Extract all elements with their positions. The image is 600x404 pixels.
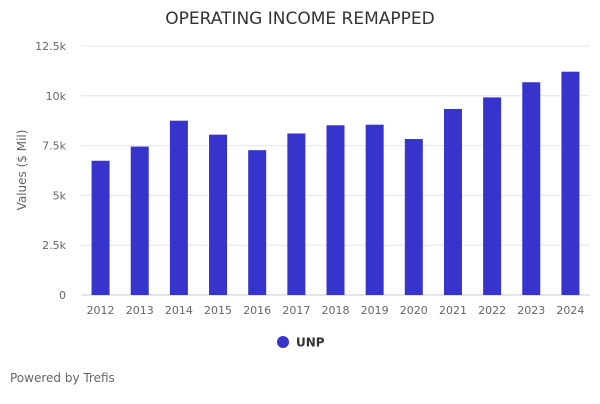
y-tick-label: 12.5k bbox=[35, 40, 66, 53]
y-tick-label: 10k bbox=[46, 90, 67, 103]
bar-2021[interactable] bbox=[443, 108, 462, 295]
x-tick-label: 2016 bbox=[243, 304, 271, 317]
x-tick-label: 2013 bbox=[126, 304, 154, 317]
x-tick-label: 2017 bbox=[282, 304, 310, 317]
x-tick-label: 2014 bbox=[165, 304, 193, 317]
bar-2016[interactable] bbox=[248, 150, 267, 295]
bar-2017[interactable] bbox=[287, 133, 306, 295]
x-tick-label: 2020 bbox=[400, 304, 428, 317]
bar-2020[interactable] bbox=[404, 139, 423, 295]
bar-2015[interactable] bbox=[209, 134, 228, 295]
bars bbox=[91, 71, 580, 296]
chart-title: OPERATING INCOME REMAPPED bbox=[165, 9, 434, 29]
x-tick-label: 2015 bbox=[204, 304, 232, 317]
x-tick-label: 2012 bbox=[87, 304, 115, 317]
y-tick-label: 5k bbox=[53, 189, 67, 202]
bar-2022[interactable] bbox=[483, 97, 502, 295]
y-tick-label: 0 bbox=[59, 289, 66, 302]
y-tick-label: 2.5k bbox=[42, 239, 66, 252]
legend-marker-icon bbox=[277, 336, 289, 348]
bar-2023[interactable] bbox=[522, 82, 541, 296]
x-tick-label: 2023 bbox=[517, 304, 545, 317]
credits-link[interactable]: Powered by Trefis bbox=[10, 371, 115, 385]
x-axis-tick-labels: 2012 2013 2014 2015 2016 2017 2018 2019 2020 2021… bbox=[87, 304, 585, 317]
legend-label: UNP bbox=[296, 336, 325, 350]
y-tick-label: 7.5k bbox=[42, 140, 66, 153]
x-tick-label: 2018 bbox=[322, 304, 350, 317]
y-axis-title: Values ($ Mil) bbox=[15, 130, 29, 211]
x-tick-label: 2021 bbox=[439, 304, 467, 317]
bar-2019[interactable] bbox=[365, 124, 384, 296]
bar-2012[interactable] bbox=[91, 160, 110, 295]
bar-2014[interactable] bbox=[169, 120, 188, 295]
x-tick-label: 2022 bbox=[478, 304, 506, 317]
x-tick-label: 2019 bbox=[361, 304, 389, 317]
x-tick-label: 2024 bbox=[556, 304, 584, 317]
bar-2024[interactable] bbox=[561, 71, 580, 295]
bar-2018[interactable] bbox=[326, 125, 345, 295]
y-axis-tick-labels: 0 2.5k 5k 7.5k 10k 12.5k bbox=[35, 40, 66, 302]
bar-2013[interactable] bbox=[130, 146, 149, 295]
legend[interactable]: UNP bbox=[277, 336, 325, 350]
